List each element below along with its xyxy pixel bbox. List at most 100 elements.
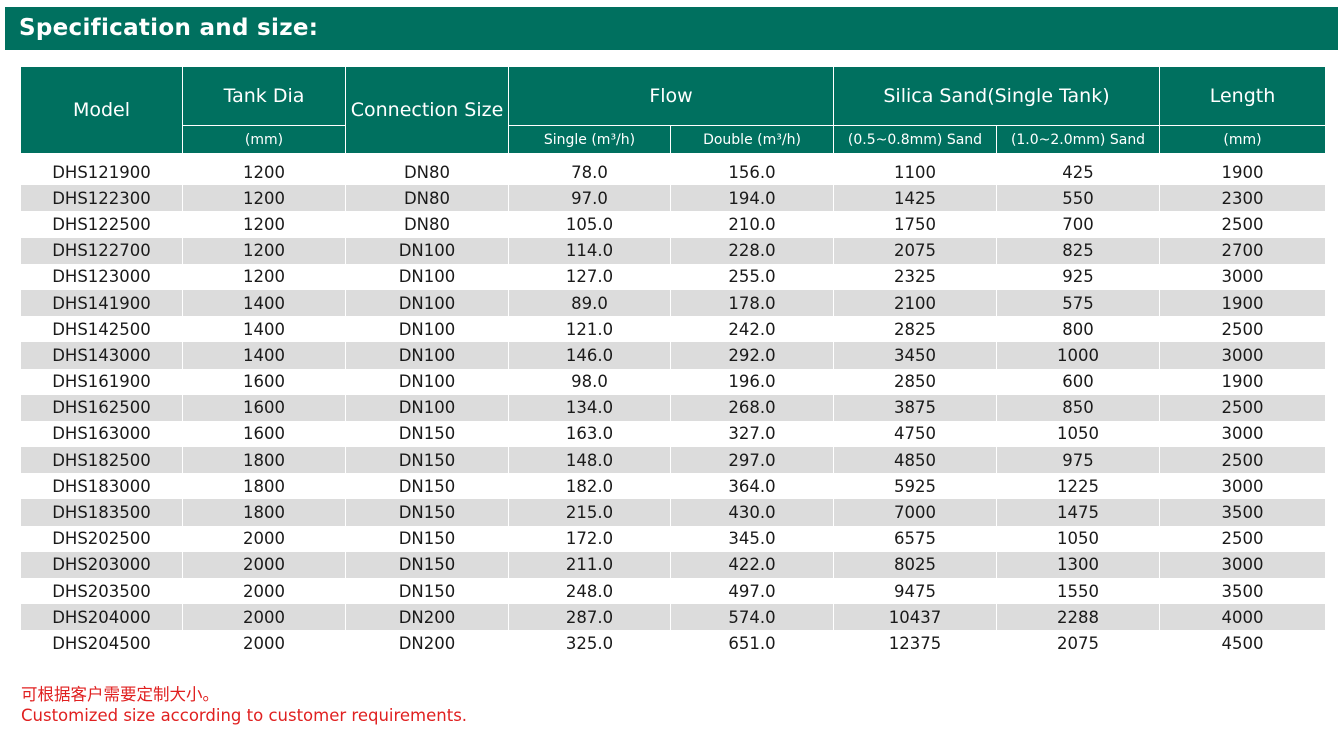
length-cell: 1900 [1159,289,1327,317]
tank-dia-cell: 1600 [182,420,346,448]
flow-double-cell: 242.0 [670,316,834,343]
length-cell: 3500 [1159,578,1327,605]
sand-fine-cell: 4750 [833,420,997,448]
custom-size-note-chinese: 可根据客户需要定制大小。 [21,685,219,704]
flow-double-cell: 194.0 [670,185,834,212]
flow-single-cell: 215.0 [508,499,671,526]
tank-dia-cell: 1200 [182,263,346,290]
sand-coarse-cell: 800 [995,316,1161,343]
model-cell: DHS202500 [20,525,183,552]
sand-fine-cell: 2100 [833,289,997,317]
sand-coarse-cell: 1550 [995,578,1161,605]
model-cell: DHS203500 [20,578,183,605]
sand-fine-cell: 10437 [833,604,997,631]
sand-coarse-cell: 550 [995,185,1161,212]
flow-double-cell: 574.0 [670,604,834,631]
table-row: DHS141900 1400 DN100 89.0 178.0 2100 575 1900 [20,289,1327,317]
flow-single-cell: 127.0 [508,263,671,290]
tank-dia-cell: 1200 [182,159,346,186]
tank-dia-cell: 1400 [182,289,346,317]
length-cell: 1900 [1159,159,1327,186]
connection-size-cell: DN150 [345,578,509,605]
flow-double-cell: 156.0 [670,159,834,186]
sand-coarse-cell: 1050 [995,420,1161,448]
length-cell: 3000 [1159,420,1327,448]
table-row: DHS143000 1400 DN100 146.0 292.0 3450 1000 3000 [20,342,1327,369]
table-spacer-row [20,153,1327,159]
table-row: DHS204000 2000 DN200 287.0 574.0 10437 2288 400… [20,604,1327,631]
flow-single-cell: 89.0 [508,289,671,317]
flow-double-cell: 364.0 [670,473,834,500]
length-cell: 2500 [1159,316,1327,343]
tank-dia-cell: 1800 [182,473,346,500]
table-row: DHS203500 2000 DN150 248.0 497.0 9475 1550 3500 [20,578,1327,605]
flow-single-cell: 78.0 [508,159,671,186]
sand-fine-cell: 4850 [833,447,997,474]
custom-size-note-english: Customized size according to customer re… [21,706,468,725]
tank-dia-cell: 2000 [182,551,346,578]
model-cell: DHS122700 [20,237,183,264]
model-cell: DHS204500 [20,630,183,657]
table-row: DHS122300 1200 DN80 97.0 194.0 1425 550 2300 [20,185,1327,212]
length-cell: 2300 [1159,185,1327,212]
length-cell: 4500 [1159,630,1327,657]
spacer-cell [995,153,1161,159]
connection-size-cell: DN80 [345,185,509,212]
flow-single-cell: 211.0 [508,551,671,578]
section-banner: Specification and size: [5,7,1338,50]
model-cell: DHS204000 [20,604,183,631]
model-cell: DHS143000 [20,342,183,369]
header-flow-double: Double (m³/h) [670,125,834,154]
tank-dia-cell: 2000 [182,525,346,552]
flow-single-cell: 134.0 [508,394,671,421]
sand-fine-cell: 2825 [833,316,997,343]
connection-size-cell: DN100 [345,316,509,343]
header-sand-fine: (0.5~0.8mm) Sand [833,125,997,154]
sand-coarse-cell: 600 [995,368,1161,395]
sand-fine-cell: 2075 [833,237,997,264]
header-tank-dia-unit: (mm) [182,125,346,154]
sand-coarse-cell: 700 [995,211,1161,238]
tank-dia-cell: 1200 [182,185,346,212]
model-cell: DHS163000 [20,420,183,448]
length-cell: 2500 [1159,525,1327,552]
flow-double-cell: 422.0 [670,551,834,578]
sand-coarse-cell: 425 [995,159,1161,186]
connection-size-cell: DN200 [345,630,509,657]
connection-size-cell: DN100 [345,289,509,317]
length-cell: 1900 [1159,368,1327,395]
connection-size-cell: DN150 [345,420,509,448]
model-cell: DHS121900 [20,159,183,186]
table-row: DHS122500 1200 DN80 105.0 210.0 1750 700 2500 [20,211,1327,238]
flow-single-cell: 98.0 [508,368,671,395]
header-length: Length [1159,66,1327,126]
tank-dia-cell: 2000 [182,578,346,605]
connection-size-cell: DN80 [345,211,509,238]
sand-fine-cell: 1425 [833,185,997,212]
flow-double-cell: 292.0 [670,342,834,369]
tank-dia-cell: 2000 [182,630,346,657]
header-silica-sand: Silica Sand(Single Tank) [832,66,1161,126]
header-sand-coarse: (1.0~2.0mm) Sand [995,125,1161,154]
model-cell: DHS183500 [20,499,183,526]
length-cell: 2700 [1159,237,1327,264]
table-row: DHS163000 1600 DN150 163.0 327.0 4750 1050 3000 [20,420,1327,448]
sand-coarse-cell: 575 [995,289,1161,317]
sand-fine-cell: 1750 [833,211,997,238]
connection-size-cell: DN200 [345,604,509,631]
flow-single-cell: 105.0 [508,211,671,238]
table-row: DHS202500 2000 DN150 172.0 345.0 6575 1050 2500 [20,525,1327,552]
flow-single-cell: 121.0 [508,316,671,343]
flow-double-cell: 327.0 [670,420,834,448]
sand-coarse-cell: 1000 [995,342,1161,369]
sand-fine-cell: 3875 [833,394,997,421]
spacer-cell [1159,153,1327,159]
length-cell: 4000 [1159,604,1327,631]
sand-fine-cell: 5925 [833,473,997,500]
sand-fine-cell: 7000 [833,499,997,526]
tank-dia-cell: 1200 [182,211,346,238]
tank-dia-cell: 1200 [182,237,346,264]
sand-fine-cell: 2850 [833,368,997,395]
header-tank-dia: Tank Dia [182,66,346,126]
sand-coarse-cell: 1050 [995,525,1161,552]
